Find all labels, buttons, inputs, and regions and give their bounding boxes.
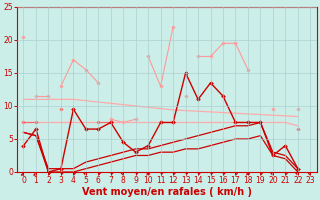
X-axis label: Vent moyen/en rafales ( km/h ): Vent moyen/en rafales ( km/h ) xyxy=(82,187,252,197)
